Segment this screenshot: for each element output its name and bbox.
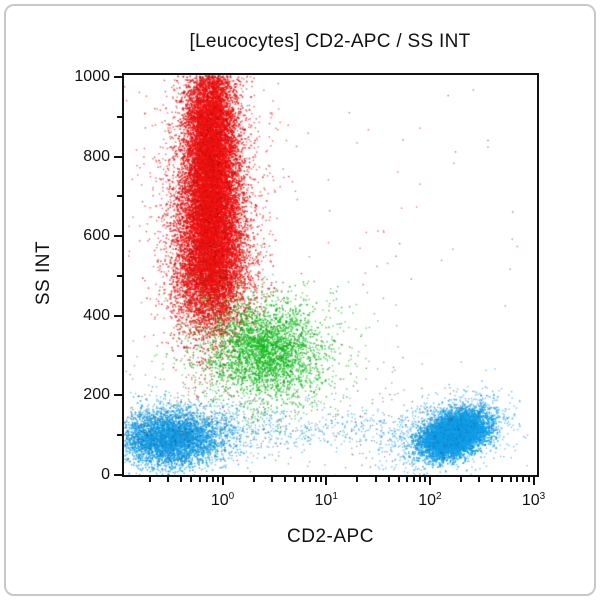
- x-minor-tick: [190, 477, 193, 482]
- x-minor-tick: [315, 477, 318, 482]
- x-minor-tick: [418, 477, 421, 482]
- x-minor-tick: [320, 477, 323, 482]
- x-tick-label: 100: [210, 491, 235, 509]
- y-tick-label: 200: [83, 386, 110, 404]
- y-major-tick: [114, 394, 122, 397]
- y-major-tick: [114, 474, 122, 476]
- y-tick-label: 1000: [74, 67, 110, 85]
- x-tick-label: 102: [418, 491, 442, 509]
- x-minor-tick: [356, 477, 359, 482]
- scatter-canvas: [124, 75, 537, 475]
- y-minor-tick: [117, 115, 122, 118]
- y-major-tick: [114, 155, 122, 158]
- x-minor-tick: [167, 477, 170, 482]
- x-minor-tick: [216, 477, 219, 482]
- x-minor-tick: [387, 477, 390, 482]
- x-minor-tick: [405, 477, 408, 482]
- x-minor-tick: [302, 477, 305, 482]
- y-minor-tick: [117, 354, 122, 357]
- x-tick-exponent: 1: [332, 491, 338, 502]
- x-minor-tick: [271, 477, 273, 482]
- x-minor-tick: [522, 477, 525, 482]
- x-minor-tick: [424, 477, 427, 482]
- x-minor-tick: [412, 477, 415, 482]
- x-minor-tick: [516, 477, 519, 482]
- x-minor-tick: [252, 477, 255, 482]
- y-tick-label: 600: [83, 227, 110, 245]
- x-minor-tick: [509, 477, 512, 482]
- y-major-tick: [114, 75, 122, 78]
- y-minor-tick: [117, 195, 122, 198]
- x-tick-exponent: 2: [435, 491, 442, 502]
- y-minor-tick: [117, 274, 122, 277]
- x-axis-label: CD2-APC: [287, 526, 374, 547]
- x-minor-tick: [460, 477, 463, 482]
- x-minor-tick: [478, 477, 481, 482]
- x-minor-tick: [374, 477, 377, 482]
- x-minor-tick: [527, 477, 530, 482]
- x-tick-exponent: 3: [539, 491, 546, 502]
- y-tick-label: 800: [83, 147, 110, 165]
- x-tick-exponent: 0: [228, 491, 235, 502]
- x-tick-label: 103: [521, 491, 546, 509]
- x-minor-tick: [309, 477, 312, 482]
- x-minor-tick: [491, 477, 494, 482]
- x-minor-tick: [180, 477, 183, 482]
- x-minor-tick: [283, 477, 286, 482]
- y-tick-label: 0: [101, 466, 110, 483]
- y-axis-label: SS INT: [33, 240, 54, 306]
- x-minor-tick: [211, 477, 214, 482]
- y-tick-label: 400: [83, 306, 110, 324]
- x-major-tick: [325, 477, 328, 485]
- x-minor-tick: [501, 477, 504, 482]
- x-tick-label: 101: [314, 491, 338, 509]
- x-major-tick: [221, 477, 224, 485]
- x-major-tick: [428, 477, 431, 485]
- plot-frame: [122, 73, 539, 477]
- x-minor-tick: [149, 477, 152, 482]
- x-major-tick: [532, 477, 535, 485]
- y-major-tick: [114, 314, 122, 317]
- y-minor-tick: [117, 434, 122, 437]
- x-minor-tick: [198, 477, 201, 482]
- y-major-tick: [114, 235, 122, 238]
- x-minor-tick: [397, 477, 400, 482]
- x-minor-tick: [294, 477, 296, 482]
- x-minor-tick: [205, 477, 208, 482]
- plot-title: [Leucocytes] CD2-APC / SS INT: [189, 31, 471, 52]
